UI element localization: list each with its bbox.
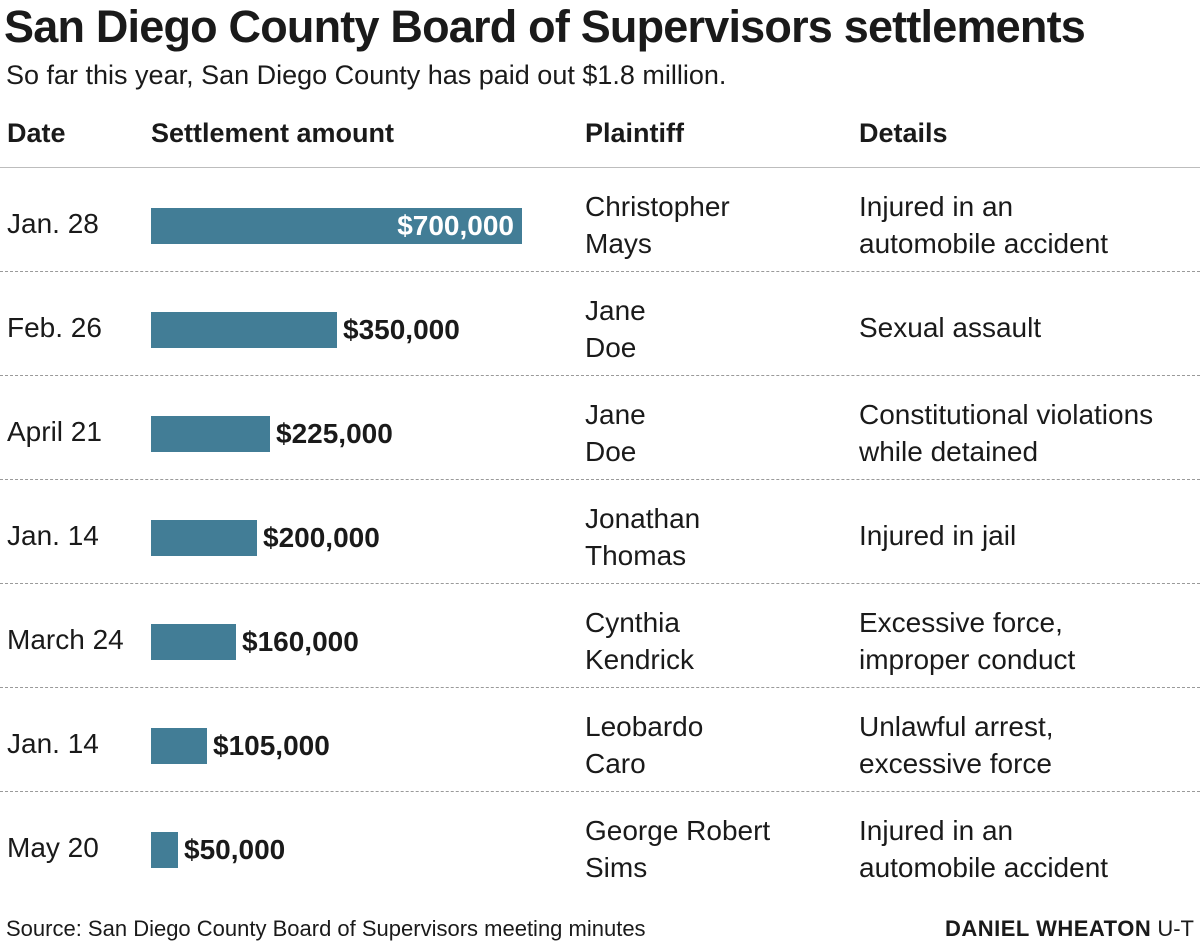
plaintiff-cell: Cynthia Kendrick xyxy=(585,604,694,678)
details-cell: Constitutional violations while detained xyxy=(859,396,1153,470)
bar xyxy=(151,832,178,868)
details-cell: Sexual assault xyxy=(859,310,1041,346)
details-line: Injured in an xyxy=(859,191,1014,222)
plaintiff-line: Cynthia xyxy=(585,607,680,638)
source-note: Source: San Diego County Board of Superv… xyxy=(6,916,646,941)
bar-value-label: $225,000 xyxy=(276,418,393,449)
details-cell: Injured in jail xyxy=(859,518,1016,554)
details-line: Excessive force, xyxy=(859,607,1063,638)
bar-value-label: $350,000 xyxy=(343,314,460,345)
bar xyxy=(151,520,257,556)
bar-value-label: $200,000 xyxy=(263,522,380,553)
details-line: excessive force xyxy=(859,748,1052,779)
table-row: May 20 $50,000 George Robert Sims Injured in… xyxy=(0,792,1200,896)
row-divider xyxy=(0,583,1200,584)
date-cell: April 21 xyxy=(7,416,102,447)
bar xyxy=(151,312,337,348)
plaintiff-cell: Christopher Mays xyxy=(585,188,730,262)
bar-value-label: $160,000 xyxy=(242,626,359,657)
bar-value-label: $700,000 xyxy=(397,210,514,241)
plaintiff-line: Thomas xyxy=(585,540,687,571)
chart-title: San Diego County Board of Supervisors se… xyxy=(4,1,1086,52)
bar-value-label: $50,000 xyxy=(184,834,286,865)
date-cell: Jan. 14 xyxy=(7,520,99,551)
bar xyxy=(151,728,207,764)
table-row: Feb. 26 $350,000 Jane Doe Sexual assault xyxy=(0,272,1200,376)
date-cell: Jan. 28 xyxy=(7,208,99,239)
date-cell: Jan. 14 xyxy=(7,728,99,759)
date-cell: May 20 xyxy=(7,832,99,863)
row-divider xyxy=(0,375,1200,376)
details-line: Constitutional violations xyxy=(859,399,1154,430)
details-line: while detained xyxy=(859,436,1039,467)
plaintiff-cell: Jane Doe xyxy=(585,292,646,366)
details-line: Sexual assault xyxy=(859,312,1042,343)
credit-org: U-T xyxy=(1157,916,1194,941)
header-details: Details xyxy=(859,118,948,148)
header-amount: Settlement amount xyxy=(151,118,395,148)
details-line: automobile accident xyxy=(859,852,1109,883)
plaintiff-line: Caro xyxy=(585,748,646,779)
table-row: Jan. 14 $200,000 Jonathan Thomas Injured in … xyxy=(0,480,1200,584)
details-line: Injured in jail xyxy=(859,520,1017,551)
row-divider xyxy=(0,271,1200,272)
chart-subtitle: So far this year, San Diego County has p… xyxy=(6,60,727,90)
table-row: April 21 $225,000 Jane Doe Constitutional vi… xyxy=(0,376,1200,480)
plaintiff-cell: Leobardo Caro xyxy=(585,708,703,782)
header-rule xyxy=(0,167,1200,168)
plaintiff-line: Mays xyxy=(585,228,652,259)
bar xyxy=(151,624,236,660)
details-cell: Injured in an automobile accident xyxy=(859,812,1108,886)
table-row: Jan. 14 $105,000 Leobardo Caro Unlawful arre… xyxy=(0,688,1200,792)
bar-value-label: $105,000 xyxy=(213,730,330,761)
details-line: automobile accident xyxy=(859,228,1109,259)
plaintiff-line: George Robert xyxy=(585,815,771,846)
plaintiff-line: Christopher xyxy=(585,191,730,222)
table-row: March 24 $160,000 Cynthia Kendrick Excessive… xyxy=(0,584,1200,688)
plaintiff-cell: Jonathan Thomas xyxy=(585,500,700,574)
details-line: improper conduct xyxy=(859,644,1076,675)
plaintiff-line: Sims xyxy=(585,852,648,883)
plaintiff-cell: Jane Doe xyxy=(585,396,646,470)
header-plaintiff: Plaintiff xyxy=(585,118,684,148)
plaintiff-line: Jane xyxy=(585,295,646,326)
details-cell: Excessive force, improper conduct xyxy=(859,604,1075,678)
plaintiff-line: Doe xyxy=(585,332,637,363)
plaintiff-line: Doe xyxy=(585,436,637,467)
table-row: Jan. 28 $700,000 Christopher Mays Injured in… xyxy=(0,168,1200,272)
plaintiff-line: Kendrick xyxy=(585,644,694,675)
bar xyxy=(151,208,522,244)
credit-name: DANIEL WHEATON xyxy=(944,916,1152,941)
details-line: Unlawful arrest, xyxy=(859,711,1054,742)
row-divider xyxy=(0,791,1200,792)
plaintiff-line: Leobardo xyxy=(585,711,704,742)
plaintiff-cell: George Robert Sims xyxy=(585,812,770,886)
credit: DANIEL WHEATON U-T xyxy=(945,915,1194,943)
bar xyxy=(151,416,270,452)
plaintiff-line: Jonathan xyxy=(585,503,701,534)
date-cell: March 24 xyxy=(7,624,124,655)
row-divider xyxy=(0,687,1200,688)
date-cell: Feb. 26 xyxy=(7,312,102,343)
row-divider xyxy=(0,479,1200,480)
plaintiff-line: Jane xyxy=(585,399,646,430)
details-cell: Injured in an automobile accident xyxy=(859,188,1108,262)
header-date: Date xyxy=(7,118,66,148)
details-cell: Unlawful arrest, excessive force xyxy=(859,708,1054,782)
details-line: Injured in an xyxy=(859,815,1014,846)
